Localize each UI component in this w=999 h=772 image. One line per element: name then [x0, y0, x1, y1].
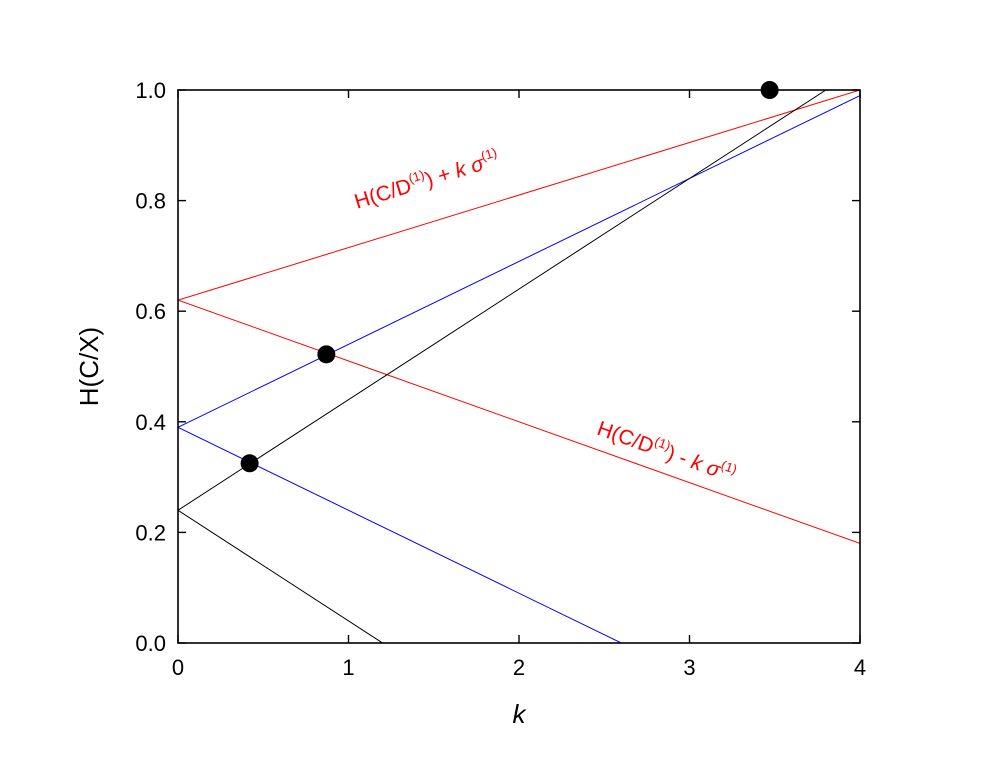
- annotation-label-0: H(C/D(1)​) + k σ(1)​: [351, 145, 502, 214]
- y-tick-label: 0.2: [135, 520, 166, 545]
- x-tick-label: 0: [172, 655, 184, 680]
- y-tick-label: 0.4: [135, 410, 166, 435]
- x-axis-title: k: [513, 699, 528, 729]
- series-line-4: [178, 90, 827, 511]
- x-tick-label: 4: [854, 655, 866, 680]
- plot-frame: [177, 89, 861, 644]
- data-point-0: [240, 454, 259, 473]
- x-tick-label: 2: [513, 655, 525, 680]
- x-tick-label: 3: [683, 655, 695, 680]
- x-tick-label: 1: [342, 655, 354, 680]
- series-line-0: [178, 90, 860, 301]
- data-point-1: [317, 345, 336, 364]
- series-line-2: [178, 95, 860, 428]
- y-tick-label: 0.8: [135, 189, 166, 214]
- series-line-1: [178, 299, 860, 544]
- series-line-5: [178, 509, 383, 643]
- series-group: [178, 90, 860, 643]
- y-tick-label: 1.0: [135, 78, 166, 103]
- annotation-label-1: H(C/D(1)​) - k σ(1)​: [594, 414, 739, 487]
- y-tick-label: 0.6: [135, 299, 166, 324]
- y-tick-label: 0.0: [135, 631, 166, 656]
- y-axis-title: H(C/X): [74, 327, 104, 406]
